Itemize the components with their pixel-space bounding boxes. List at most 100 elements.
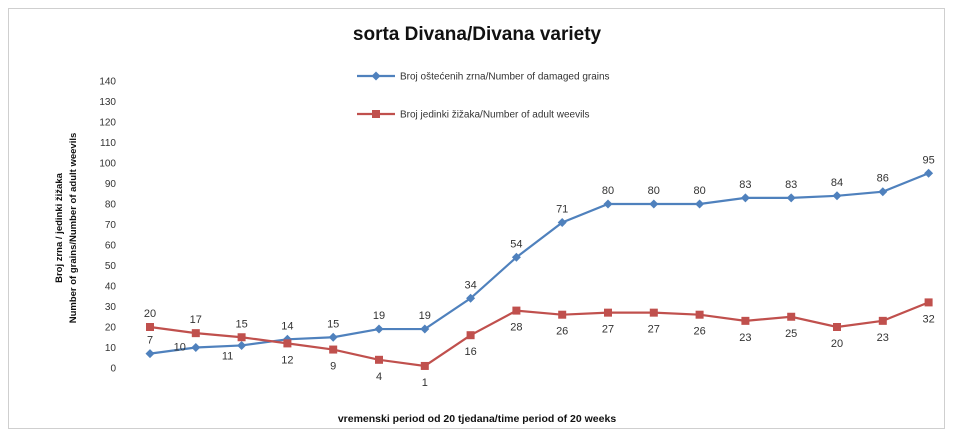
y-tick-label: 110 xyxy=(100,138,116,149)
data-label: 71 xyxy=(556,203,568,215)
data-label: 1 xyxy=(422,377,428,389)
y-tick-label: 60 xyxy=(105,241,117,252)
data-point xyxy=(283,339,292,348)
data-point xyxy=(466,331,475,340)
axes: 0 10 20 30 40 50 60 70 80 90 100 110 120 130 140 xyxy=(99,77,116,375)
y-tick-label: 20 xyxy=(105,323,117,334)
data-point xyxy=(466,293,476,303)
data-label: 26 xyxy=(556,326,568,338)
y-axis-label-line-2: Number of grains/Number of adult weevils xyxy=(68,133,79,324)
data-point xyxy=(374,324,384,334)
y-tick-label: 40 xyxy=(105,282,117,293)
y-tick-label: 10 xyxy=(105,343,117,354)
data-point xyxy=(832,191,842,201)
data-label: 15 xyxy=(327,318,339,330)
legend-label: Broj jedinki žižaka/Number of adult weev… xyxy=(400,110,590,121)
data-label: 19 xyxy=(373,310,385,322)
data-point xyxy=(145,349,155,359)
y-tick-label: 100 xyxy=(99,159,116,170)
data-label: 83 xyxy=(739,179,751,191)
data-label: 11 xyxy=(222,350,233,362)
data-label: 54 xyxy=(510,238,522,250)
y-tick-label: 50 xyxy=(105,261,117,272)
data-point xyxy=(328,332,338,342)
data-label: 83 xyxy=(785,179,797,191)
data-label: 80 xyxy=(602,185,614,197)
data-label: 10 xyxy=(174,342,186,354)
series-line xyxy=(149,172,930,355)
y-tick-label: 130 xyxy=(99,97,116,108)
data-point xyxy=(924,168,934,178)
data-point xyxy=(237,333,246,342)
data-label: 9 xyxy=(330,361,336,373)
data-point xyxy=(420,361,429,370)
data-point xyxy=(741,316,750,325)
data-label: 4 xyxy=(376,371,382,383)
legend-label: Broj oštećenih zrna/Number of damaged gr… xyxy=(400,72,610,83)
data-label: 25 xyxy=(785,328,797,340)
data-label: 84 xyxy=(831,177,843,189)
legend: Broj oštećenih zrna/Number of damaged gr… xyxy=(357,71,610,121)
data-point xyxy=(604,308,612,317)
y-tick-label: 70 xyxy=(105,220,117,231)
data-label: 27 xyxy=(648,324,660,336)
data-point xyxy=(649,308,658,317)
data-label: 7 xyxy=(147,335,153,347)
data-label: 15 xyxy=(235,318,247,330)
data-label: 80 xyxy=(648,185,660,197)
data-point xyxy=(740,193,750,203)
y-axis-label-line-1: Broj zrna / jedinki žižaka xyxy=(54,172,65,283)
data-point xyxy=(420,324,430,334)
data-point xyxy=(878,187,888,197)
data-point xyxy=(695,199,705,209)
data-label: 26 xyxy=(693,326,705,338)
data-point xyxy=(649,199,659,209)
data-point xyxy=(786,193,796,203)
data-label: 28 xyxy=(510,322,522,334)
y-tick-label: 140 xyxy=(99,77,116,88)
data-point xyxy=(375,355,383,364)
data-point xyxy=(191,329,200,338)
y-tick-label: 30 xyxy=(105,302,117,313)
data-label: 95 xyxy=(922,154,934,166)
series-line xyxy=(149,301,930,368)
data-label: 14 xyxy=(281,320,293,332)
data-label: 12 xyxy=(281,354,293,366)
data-label: 23 xyxy=(739,332,751,344)
data-point xyxy=(512,306,521,315)
data-labels-layer: 7 20 10 17 11 15 14 12 15 9 19 4 19 1 34 16 54 28 71 26 80 27… xyxy=(144,154,935,389)
data-point xyxy=(511,252,521,262)
data-label: 16 xyxy=(464,346,476,358)
data-point xyxy=(237,340,247,350)
data-point xyxy=(924,298,933,307)
y-tick-label: 80 xyxy=(105,200,117,211)
y-tick-label: 0 xyxy=(110,364,116,375)
data-point xyxy=(146,323,154,331)
data-point xyxy=(329,345,338,354)
data-label: 20 xyxy=(144,308,156,320)
legend-marker xyxy=(371,71,381,81)
data-point xyxy=(833,323,841,331)
data-label: 17 xyxy=(190,314,202,326)
data-label: 20 xyxy=(831,338,843,350)
data-label: 32 xyxy=(922,313,934,325)
chart-title: sorta Divana/Divana variety xyxy=(352,24,602,45)
data-point xyxy=(558,310,567,319)
data-label: 23 xyxy=(877,332,889,344)
data-label: 80 xyxy=(693,185,705,197)
legend-marker xyxy=(372,110,380,118)
data-point xyxy=(695,310,704,319)
data-point xyxy=(191,343,201,352)
chart-frame xyxy=(8,8,945,429)
y-tick-label: 120 xyxy=(99,118,116,129)
data-point xyxy=(603,199,613,209)
data-label: 19 xyxy=(419,310,431,322)
x-axis-label: vremenski period od 20 tjedana/time peri… xyxy=(337,413,617,425)
data-point xyxy=(878,316,887,325)
data-point xyxy=(557,217,567,227)
data-label: 86 xyxy=(877,173,889,185)
data-point xyxy=(787,312,796,321)
series-layer xyxy=(145,168,934,370)
data-label: 34 xyxy=(464,279,476,291)
